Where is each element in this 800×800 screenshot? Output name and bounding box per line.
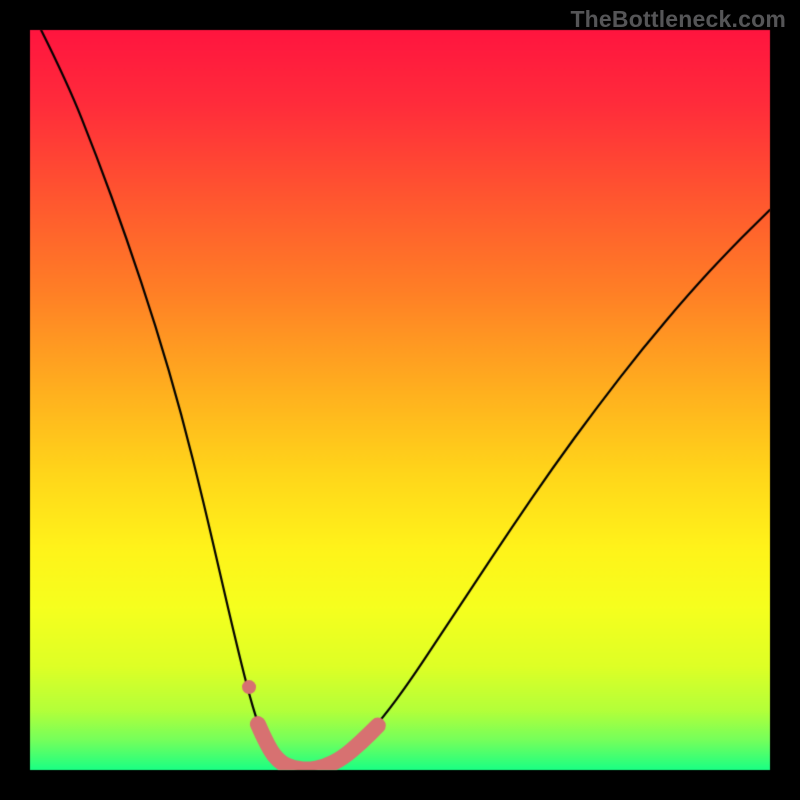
marker-overlay: [0, 0, 800, 800]
watermark-label: TheBottleneck.com: [570, 6, 786, 33]
chart-stage: TheBottleneck.com: [0, 0, 800, 800]
